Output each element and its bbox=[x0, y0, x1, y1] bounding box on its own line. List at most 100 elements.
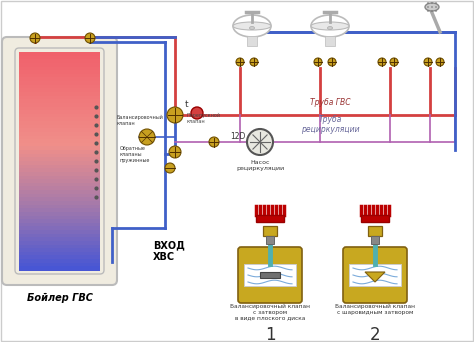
Circle shape bbox=[328, 58, 336, 66]
Text: 2: 2 bbox=[370, 326, 380, 342]
Bar bbox=[19, 212, 100, 216]
Ellipse shape bbox=[328, 26, 332, 29]
Circle shape bbox=[435, 2, 437, 4]
Bar bbox=[19, 63, 100, 67]
Bar bbox=[19, 132, 100, 136]
Bar bbox=[19, 183, 100, 187]
Bar bbox=[19, 165, 100, 169]
Text: Балансировочный клапан
с затвором
в виде плоского диска: Балансировочный клапан с затвором в виде… bbox=[230, 304, 310, 321]
Bar bbox=[19, 215, 100, 220]
Bar bbox=[19, 56, 100, 60]
Circle shape bbox=[427, 2, 429, 4]
Bar bbox=[263, 226, 277, 236]
Bar bbox=[19, 85, 100, 89]
Bar bbox=[19, 74, 100, 78]
Bar bbox=[19, 266, 100, 271]
Text: 1: 1 bbox=[264, 326, 275, 342]
Bar bbox=[19, 194, 100, 198]
Circle shape bbox=[191, 107, 203, 119]
Text: ВХОД
ХВС: ВХОД ХВС bbox=[153, 240, 185, 262]
Text: Балансировочный
клапан: Балансировочный клапан bbox=[117, 115, 164, 126]
Circle shape bbox=[427, 10, 429, 12]
Ellipse shape bbox=[233, 22, 271, 30]
Circle shape bbox=[435, 6, 437, 8]
Bar bbox=[19, 245, 100, 249]
Bar bbox=[19, 59, 100, 63]
Bar bbox=[19, 186, 100, 190]
Bar bbox=[19, 103, 100, 107]
Circle shape bbox=[209, 137, 219, 147]
FancyBboxPatch shape bbox=[343, 247, 407, 303]
Ellipse shape bbox=[249, 26, 255, 29]
Ellipse shape bbox=[311, 15, 349, 37]
Circle shape bbox=[427, 6, 429, 8]
Bar bbox=[19, 70, 100, 74]
Bar bbox=[247, 36, 257, 46]
Bar bbox=[256, 215, 284, 222]
FancyBboxPatch shape bbox=[238, 247, 302, 303]
Bar bbox=[19, 259, 100, 263]
Bar bbox=[19, 139, 100, 143]
Bar bbox=[19, 150, 100, 154]
Bar bbox=[19, 143, 100, 147]
Bar bbox=[19, 128, 100, 132]
Bar bbox=[19, 96, 100, 100]
Bar bbox=[19, 179, 100, 183]
Bar bbox=[19, 67, 100, 71]
Bar bbox=[19, 237, 100, 241]
Bar bbox=[19, 81, 100, 85]
Circle shape bbox=[378, 58, 386, 66]
Bar bbox=[19, 135, 100, 140]
Text: Насос
рециркуляции: Насос рециркуляции bbox=[236, 160, 284, 171]
Bar bbox=[19, 219, 100, 223]
Circle shape bbox=[139, 129, 155, 145]
Circle shape bbox=[431, 2, 433, 4]
Bar bbox=[19, 172, 100, 176]
Circle shape bbox=[390, 58, 398, 66]
Bar bbox=[19, 106, 100, 110]
Circle shape bbox=[30, 33, 40, 43]
Bar bbox=[19, 263, 100, 267]
Circle shape bbox=[169, 146, 181, 158]
Bar bbox=[19, 175, 100, 180]
Bar bbox=[19, 223, 100, 227]
Circle shape bbox=[165, 163, 175, 173]
Bar bbox=[19, 92, 100, 96]
Bar bbox=[266, 236, 274, 244]
Bar bbox=[368, 226, 382, 236]
Bar bbox=[349, 264, 401, 286]
Bar bbox=[19, 117, 100, 121]
Bar bbox=[371, 236, 379, 244]
Circle shape bbox=[431, 6, 433, 8]
Circle shape bbox=[236, 58, 244, 66]
Bar bbox=[19, 252, 100, 256]
Text: t: t bbox=[185, 100, 189, 109]
Bar bbox=[19, 121, 100, 125]
Circle shape bbox=[167, 107, 183, 123]
Bar bbox=[19, 241, 100, 245]
Bar bbox=[19, 255, 100, 260]
Bar bbox=[19, 234, 100, 238]
Bar bbox=[19, 125, 100, 129]
Circle shape bbox=[436, 58, 444, 66]
Bar bbox=[19, 161, 100, 165]
Text: Труба ГВС: Труба ГВС bbox=[310, 98, 350, 107]
Bar bbox=[361, 215, 389, 222]
Bar bbox=[19, 197, 100, 201]
Bar bbox=[19, 201, 100, 205]
Polygon shape bbox=[365, 272, 385, 282]
Bar bbox=[19, 154, 100, 158]
Bar bbox=[19, 77, 100, 81]
Circle shape bbox=[435, 10, 437, 12]
Bar bbox=[244, 264, 296, 286]
Text: Труба
рециркуляции: Труба рециркуляции bbox=[301, 115, 359, 134]
Text: Перепускной
клапан: Перепускной клапан bbox=[187, 113, 221, 124]
Bar bbox=[19, 114, 100, 118]
Circle shape bbox=[85, 33, 95, 43]
Circle shape bbox=[247, 129, 273, 155]
Bar bbox=[260, 272, 280, 278]
Bar bbox=[19, 205, 100, 209]
Bar bbox=[19, 146, 100, 150]
Circle shape bbox=[314, 58, 322, 66]
Bar bbox=[19, 168, 100, 172]
